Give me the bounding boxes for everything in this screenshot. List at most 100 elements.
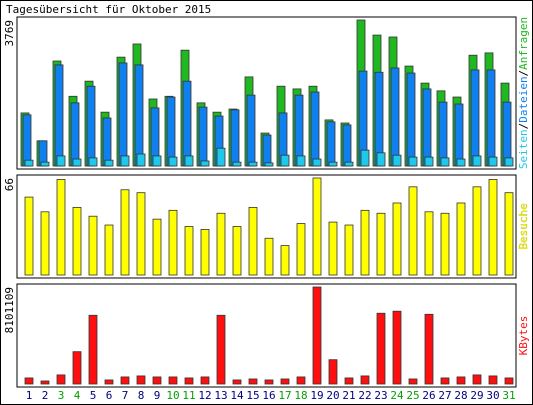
bar xyxy=(118,62,128,167)
legend-entry: Dateien xyxy=(517,76,530,122)
bar xyxy=(328,221,338,276)
bar xyxy=(248,378,258,385)
bar xyxy=(152,155,162,167)
bar xyxy=(360,149,370,167)
bar xyxy=(104,159,114,167)
bar xyxy=(72,351,82,385)
bar xyxy=(488,179,498,276)
x-tick-label: 23 xyxy=(374,389,387,402)
bar xyxy=(248,206,258,276)
bar xyxy=(504,377,514,385)
x-tick-label: 11 xyxy=(182,389,195,402)
x-tick-label: 16 xyxy=(262,389,275,402)
bar xyxy=(264,162,274,167)
x-tick-label: 30 xyxy=(486,389,499,402)
bar xyxy=(438,101,448,167)
legend: Besuche xyxy=(517,203,530,249)
x-tick-label: 17 xyxy=(278,389,291,402)
bar xyxy=(294,94,304,167)
x-tick-label: 13 xyxy=(214,389,227,402)
x-tick-label: 2 xyxy=(42,389,49,402)
x-tick-label: 28 xyxy=(454,389,467,402)
x-tick-label: 5 xyxy=(90,389,97,402)
legend: KBytes xyxy=(517,316,530,356)
bar xyxy=(376,212,386,276)
bar xyxy=(390,67,400,167)
bar xyxy=(166,96,176,167)
bar xyxy=(54,64,64,167)
bar xyxy=(56,155,66,167)
bar xyxy=(456,202,466,276)
bar xyxy=(344,224,354,276)
bar xyxy=(374,71,384,167)
bar xyxy=(216,212,226,276)
bar xyxy=(104,224,114,276)
bar xyxy=(504,192,514,276)
bar xyxy=(376,152,386,167)
bar xyxy=(40,161,50,167)
bar xyxy=(424,313,434,385)
bar xyxy=(424,156,434,167)
x-tick-label: 15 xyxy=(246,389,259,402)
bar xyxy=(200,160,210,167)
bar xyxy=(184,377,194,385)
x-tick-label: 31 xyxy=(502,389,515,402)
x-tick-label: 19 xyxy=(310,389,323,402)
x-tick-label: 10 xyxy=(166,389,179,402)
bar xyxy=(168,209,178,276)
bar xyxy=(246,94,256,167)
bar xyxy=(184,155,194,167)
y-max-label: 66 xyxy=(3,178,16,191)
bar xyxy=(40,380,50,385)
bar xyxy=(296,376,306,385)
bar xyxy=(102,117,112,167)
bar xyxy=(88,157,98,167)
chart-title: Tagesübersicht für Oktober 2015 xyxy=(6,3,211,16)
bar xyxy=(152,376,162,385)
bar xyxy=(134,64,144,167)
bar xyxy=(168,376,178,385)
bar xyxy=(408,186,418,276)
legend-separator: / xyxy=(517,123,530,130)
bar xyxy=(392,310,402,385)
x-tick-label: 9 xyxy=(154,389,161,402)
bar xyxy=(152,218,162,276)
bar xyxy=(328,161,338,167)
bar xyxy=(200,376,210,385)
bar xyxy=(454,103,464,167)
x-tick-label: 24 xyxy=(390,389,404,402)
bar xyxy=(120,376,130,385)
bar xyxy=(296,223,306,276)
bar xyxy=(136,153,146,167)
bar xyxy=(422,88,432,167)
bar xyxy=(296,155,306,167)
bar xyxy=(88,215,98,276)
bar xyxy=(232,379,242,385)
bar xyxy=(360,375,370,385)
bar xyxy=(86,85,96,167)
x-tick-label: 21 xyxy=(342,389,355,402)
bar xyxy=(216,147,226,167)
bar xyxy=(198,106,208,167)
bar xyxy=(22,114,32,167)
bar xyxy=(248,161,258,167)
bar xyxy=(200,229,210,276)
bar xyxy=(344,161,354,167)
x-tick-label: 22 xyxy=(358,389,371,402)
bar xyxy=(326,121,336,167)
bar xyxy=(184,226,194,276)
bar xyxy=(262,134,272,167)
bar xyxy=(488,156,498,167)
x-tick-label: 8 xyxy=(138,389,145,402)
bar xyxy=(376,312,386,385)
x-tick-label: 4 xyxy=(74,389,81,402)
legend-separator: / xyxy=(517,70,530,77)
bar xyxy=(456,376,466,385)
bar xyxy=(392,202,402,276)
bar xyxy=(328,359,338,385)
bar xyxy=(56,179,66,276)
bar xyxy=(232,161,242,167)
x-tick-label: 7 xyxy=(122,389,129,402)
bar xyxy=(456,158,466,167)
